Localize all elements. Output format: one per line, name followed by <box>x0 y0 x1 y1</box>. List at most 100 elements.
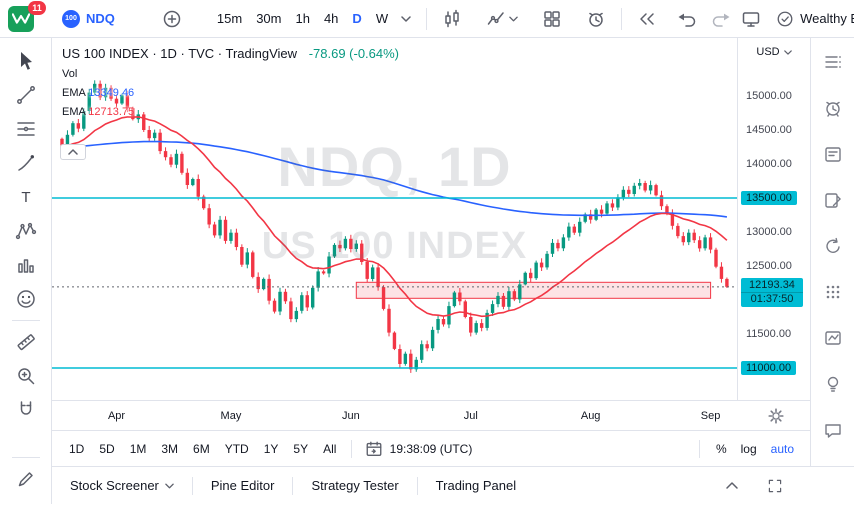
timeframe-30m[interactable]: 30m <box>250 7 287 30</box>
supply-zone[interactable] <box>356 282 710 298</box>
log-scale-button[interactable]: log <box>735 438 763 460</box>
alerts-icon[interactable] <box>821 96 845 120</box>
range-5d-button[interactable]: 5D <box>92 438 121 460</box>
layout-grid-icon[interactable] <box>537 5 567 33</box>
chat-icon[interactable] <box>821 418 845 442</box>
tab-strategy-tester[interactable]: Strategy Tester <box>293 467 416 505</box>
price-axis-label: 13000.00 <box>746 226 792 238</box>
ema-slow-legend[interactable]: EMA 13349.46 <box>62 87 399 99</box>
notes-icon[interactable] <box>821 188 845 212</box>
add-symbol-button[interactable] <box>157 5 187 33</box>
chart-area: NDQ, 1D US 100 INDEX US 100 INDEX · 1D ·… <box>52 38 810 466</box>
data-window-icon[interactable] <box>821 326 845 350</box>
tab-trading-panel[interactable]: Trading Panel <box>418 467 534 505</box>
watchlist-icon[interactable] <box>821 50 845 74</box>
price-axis-label: 12500.00 <box>746 260 792 272</box>
price-axis-label: 14000.00 <box>746 158 792 170</box>
chart-legend: US 100 INDEX · 1D · TVC · TradingView -7… <box>62 46 399 118</box>
timeframe-group: 15m 30m 1h 4h D W <box>211 5 416 33</box>
indicators-button[interactable] <box>481 5 523 33</box>
ema-slow-line <box>62 142 727 217</box>
chart-legend-title[interactable]: US 100 INDEX · 1D · TVC · TradingView <box>62 46 297 61</box>
range-all-button[interactable]: All <box>316 438 343 460</box>
range-1m-button[interactable]: 1M <box>123 438 154 460</box>
time-axis-month-label: Apr <box>108 401 125 431</box>
multi-device-icon[interactable] <box>736 5 766 33</box>
chevron-down-icon <box>165 483 174 489</box>
price-level-badge: 11000.00 <box>741 361 796 375</box>
ema-fast-legend[interactable]: EMA 12713.75 <box>62 106 399 118</box>
range-ytd-button[interactable]: YTD <box>218 438 256 460</box>
redo-icon[interactable] <box>706 5 736 33</box>
timeframe-1h[interactable]: 1h <box>289 7 315 30</box>
brush-tool-icon[interactable] <box>7 146 45 180</box>
text-tool-icon[interactable]: T <box>7 180 45 214</box>
time-axis-month-label: May <box>221 401 242 431</box>
symbol-logo: 100 <box>62 10 80 28</box>
trend-line-tool-icon[interactable] <box>7 78 45 112</box>
volume-legend[interactable]: Vol <box>62 68 399 80</box>
right-sidebar: ? <box>810 38 854 504</box>
collapsed-pane-toggle[interactable] <box>60 144 86 160</box>
price-change: -78.69 (-0.64%) <box>309 46 399 61</box>
cursor-tool-icon[interactable] <box>7 44 45 78</box>
last-price-label: 12193.34 01:37:50 <box>741 278 803 307</box>
fib-retracement-tool-icon[interactable] <box>7 112 45 146</box>
range-5y-button[interactable]: 5Y <box>286 438 315 460</box>
timeframe-dropdown-chevron[interactable] <box>396 5 416 33</box>
undo-icon[interactable] <box>672 5 702 33</box>
timeframe-1d[interactable]: D <box>346 7 367 30</box>
emoji-tool-icon[interactable] <box>7 282 45 316</box>
price-axis-label: 14500.00 <box>746 124 792 136</box>
top-toolbar: 11 100 NDQ 15m 30m 1h 4h D W <box>0 0 854 38</box>
timeframe-4h[interactable]: 4h <box>318 7 344 30</box>
toolbar-divider <box>12 320 40 321</box>
edit-drawings-pencil-icon[interactable] <box>7 462 45 496</box>
tab-label: Strategy Tester <box>311 478 398 493</box>
last-price-value: 12193.34 <box>741 279 803 292</box>
price-axis-label: 15000.00 <box>746 90 792 102</box>
account-menu[interactable]: Wealthy E <box>776 10 854 28</box>
time-axis-month-label: Aug <box>581 401 601 431</box>
chevron-down-icon <box>784 50 792 55</box>
xabcd-pattern-tool-icon[interactable] <box>7 214 45 248</box>
maximize-panel-icon[interactable] <box>762 472 788 500</box>
dom-grid-icon[interactable] <box>821 280 845 304</box>
ideas-lightbulb-icon[interactable] <box>821 372 845 396</box>
measure-ruler-tool-icon[interactable] <box>7 325 45 359</box>
currency-selector[interactable]: USD <box>738 46 810 58</box>
range-1d-button[interactable]: 1D <box>62 438 91 460</box>
toolbar-divider <box>351 440 352 458</box>
main-menu-button[interactable]: 11 <box>0 0 56 38</box>
collapse-panel-chevron-icon[interactable] <box>720 472 744 500</box>
tab-stock-screener[interactable]: Stock Screener <box>52 467 192 505</box>
range-3m-button[interactable]: 3M <box>154 438 185 460</box>
chart-settings-gear-icon[interactable] <box>768 408 784 427</box>
range-1y-button[interactable]: 1Y <box>257 438 286 460</box>
tab-label: Trading Panel <box>436 478 516 493</box>
currency-label: USD <box>756 46 779 58</box>
bar-replay-icon[interactable] <box>632 5 662 33</box>
ema-fast-label: EMA <box>62 106 85 118</box>
hotlists-refresh-icon[interactable] <box>821 234 845 258</box>
timeframe-1w[interactable]: W <box>370 7 394 30</box>
price-axis[interactable]: USD 15000.00 14500.00 14000.00 13000.00 1250… <box>737 38 810 400</box>
tab-pine-editor[interactable]: Pine Editor <box>193 467 293 505</box>
magnet-tool-icon[interactable] <box>7 393 45 427</box>
alert-clock-icon[interactable] <box>581 5 611 33</box>
forecast-tool-icon[interactable] <box>7 248 45 282</box>
auto-scale-button[interactable]: auto <box>765 438 800 460</box>
go-to-date-icon[interactable] <box>360 435 388 463</box>
zoom-in-tool-icon[interactable] <box>7 359 45 393</box>
chart-bottom-toolbar: 1D 5D 1M 3M 6M YTD 1Y 5Y All 19:38:09 (U… <box>52 430 810 466</box>
range-6m-button[interactable]: 6M <box>186 438 217 460</box>
percent-scale-button[interactable]: % <box>710 438 733 460</box>
timezone-clock[interactable]: 19:38:09 (UTC) <box>390 442 473 456</box>
chart-style-candles-icon[interactable] <box>437 5 467 33</box>
symbol-search-button[interactable]: 100 NDQ <box>62 10 115 28</box>
time-axis-month-label: Jul <box>464 401 478 431</box>
news-icon[interactable] <box>821 142 845 166</box>
timeframe-15m[interactable]: 15m <box>211 7 248 30</box>
price-level-badge: 13500.00 <box>741 191 797 205</box>
